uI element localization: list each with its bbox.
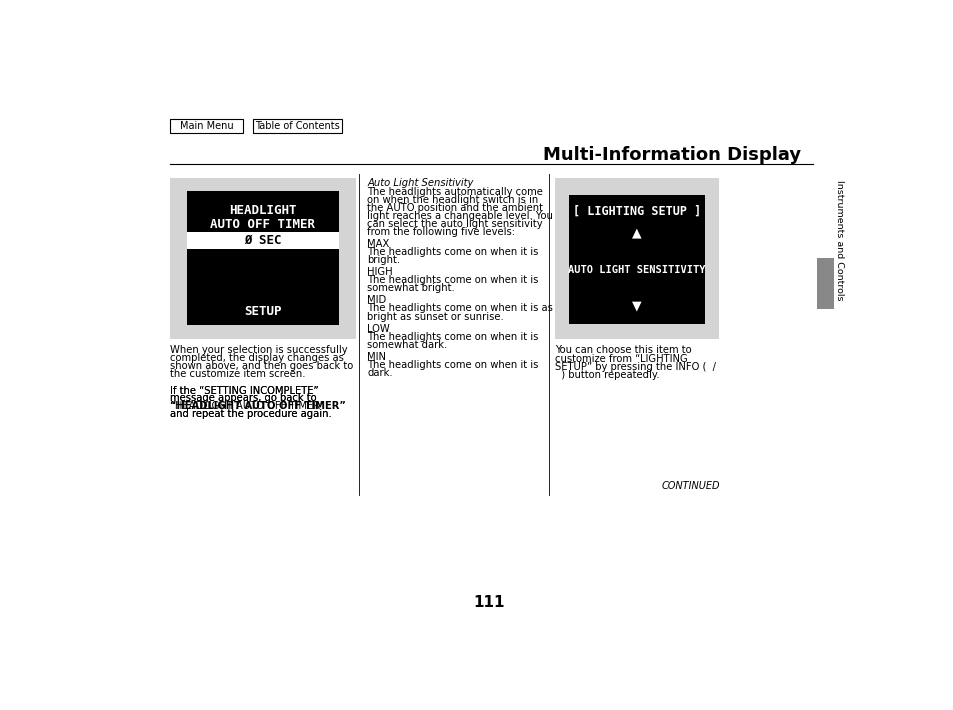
Text: Ø SEC: Ø SEC: [244, 234, 281, 247]
Text: somewhat dark.: somewhat dark.: [367, 339, 447, 350]
Text: If the “SETTING INCOMPLETE”: If the “SETTING INCOMPLETE”: [170, 386, 318, 395]
Text: [ LIGHTING SETUP ]: [ LIGHTING SETUP ]: [572, 205, 700, 218]
Text: message appears, go back to: message appears, go back to: [170, 393, 315, 403]
Text: ▲: ▲: [632, 226, 641, 239]
Text: Table of Contents: Table of Contents: [254, 121, 339, 131]
Text: You can choose this item to: You can choose this item to: [555, 346, 691, 356]
Text: customize from “LIGHTING: customize from “LIGHTING: [555, 354, 687, 364]
Text: SETUP: SETUP: [244, 305, 281, 318]
Text: If the “SETTING INCOMPLETE”: If the “SETTING INCOMPLETE”: [170, 386, 318, 395]
Text: When your selection is successfully: When your selection is successfully: [170, 346, 347, 356]
Text: The headlights automatically come: The headlights automatically come: [367, 187, 542, 197]
Text: somewhat bright.: somewhat bright.: [367, 283, 455, 293]
Text: the customize item screen.: the customize item screen.: [170, 369, 305, 379]
Bar: [170, 119, 243, 133]
Text: light reaches a changeable level. You: light reaches a changeable level. You: [367, 211, 553, 221]
Text: completed, the display changes as: completed, the display changes as: [170, 354, 343, 364]
Text: HIGH: HIGH: [367, 267, 393, 278]
Text: 111: 111: [473, 595, 504, 610]
Text: The headlights come on when it is: The headlights come on when it is: [367, 275, 538, 285]
Bar: [170, 178, 355, 339]
Text: MID: MID: [367, 295, 386, 305]
Bar: [555, 178, 719, 339]
Text: and repeat the procedure again.: and repeat the procedure again.: [170, 409, 331, 419]
Text: The headlights come on when it is: The headlights come on when it is: [367, 247, 538, 257]
Text: ) button repeatedly.: ) button repeatedly.: [555, 370, 659, 380]
Text: MAX: MAX: [367, 239, 389, 249]
Bar: [253, 119, 341, 133]
Text: HEADLIGHT: HEADLIGHT: [229, 204, 296, 217]
Text: the AUTO position and the ambient: the AUTO position and the ambient: [367, 203, 542, 213]
Text: ▼: ▼: [632, 300, 641, 312]
Text: “HEADLIGHT AUTO OFF TIMER”: “HEADLIGHT AUTO OFF TIMER”: [170, 401, 345, 411]
Bar: [187, 192, 338, 325]
Text: bright as sunset or sunrise.: bright as sunset or sunrise.: [367, 312, 503, 322]
Text: on when the headlight switch is in: on when the headlight switch is in: [367, 195, 537, 205]
Text: from the following five levels:: from the following five levels:: [367, 227, 515, 237]
Text: can select the auto light sensitivity: can select the auto light sensitivity: [367, 219, 542, 229]
Bar: [187, 232, 338, 249]
Bar: [568, 195, 704, 324]
Text: CONTINUED: CONTINUED: [661, 481, 720, 491]
Text: The headlights come on when it is as: The headlights come on when it is as: [367, 303, 553, 314]
Text: and repeat the procedure again.: and repeat the procedure again.: [170, 409, 331, 419]
Text: Multi-Information Display: Multi-Information Display: [542, 146, 801, 163]
Text: Auto Light Sensitivity: Auto Light Sensitivity: [367, 178, 473, 187]
Bar: [816, 258, 833, 309]
Text: SETUP” by pressing the INFO (  /: SETUP” by pressing the INFO ( /: [555, 361, 715, 371]
Text: AUTO LIGHT SENSITIVITY: AUTO LIGHT SENSITIVITY: [568, 265, 705, 275]
Text: Instruments and Controls: Instruments and Controls: [835, 180, 843, 301]
Text: Main Menu: Main Menu: [179, 121, 233, 131]
Text: The headlights come on when it is: The headlights come on when it is: [367, 360, 538, 370]
Text: message appears, go back to: message appears, go back to: [170, 393, 315, 403]
Text: bright.: bright.: [367, 256, 400, 266]
Text: shown above, and then goes back to: shown above, and then goes back to: [170, 361, 353, 371]
Text: dark.: dark.: [367, 368, 393, 378]
Text: LOW: LOW: [367, 324, 390, 334]
Text: AUTO OFF TIMER: AUTO OFF TIMER: [210, 218, 314, 231]
Text: “HEADLIGHT AUTO OFF TIMER”: “HEADLIGHT AUTO OFF TIMER”: [170, 401, 324, 411]
Text: MIN: MIN: [367, 351, 386, 361]
Text: The headlights come on when it is: The headlights come on when it is: [367, 332, 538, 342]
